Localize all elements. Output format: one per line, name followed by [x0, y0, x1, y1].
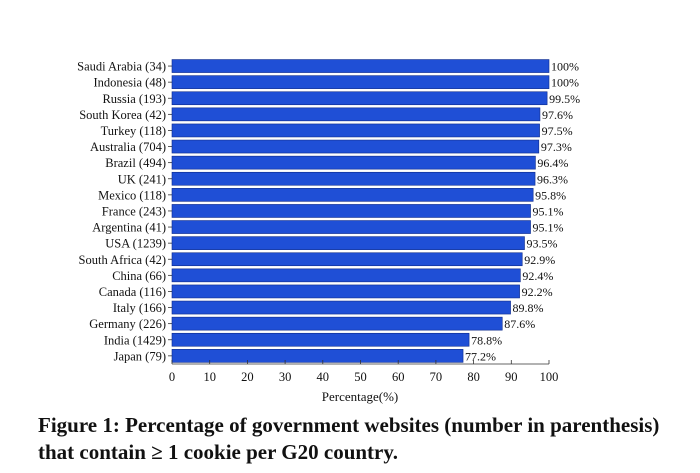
x-tick-label: 100 [540, 370, 559, 384]
x-tick-label: 0 [169, 370, 175, 384]
x-tick-label: 90 [505, 370, 518, 384]
category-label: Japan (79) [114, 349, 166, 363]
data-label: 95.8% [535, 188, 566, 202]
data-label: 100% [551, 76, 579, 90]
bar [171, 123, 540, 138]
bar [171, 91, 548, 106]
data-label: 96.4% [537, 156, 568, 170]
category-label: Canada (116) [99, 285, 166, 299]
x-axis-label: Percentage(%) [322, 389, 399, 404]
x-tick-label: 30 [279, 370, 292, 384]
category-label: Brazil (494) [105, 156, 166, 170]
data-label: 78.8% [471, 333, 502, 347]
data-label: 93.5% [526, 237, 557, 251]
category-label: China (66) [112, 269, 166, 283]
bars: 100% 100% 99.5% 97.6% 97.5% 97.3% 96.4% 96.3% 95… [171, 59, 580, 363]
bar [171, 268, 521, 283]
x-tick-label: 20 [241, 370, 254, 384]
bar [171, 155, 536, 170]
category-label: UK (241) [118, 172, 166, 186]
bar [171, 300, 511, 315]
bar [171, 316, 503, 331]
category-label: Indonesia (48) [93, 76, 166, 90]
x-tick-label: 80 [467, 370, 480, 384]
data-label: 97.6% [542, 108, 573, 122]
x-tick-label: 40 [317, 370, 330, 384]
figure-caption: Figure 1: Percentage of government websi… [38, 413, 660, 464]
category-label: Saudi Arabia (34) [77, 60, 166, 74]
x-tick-label: 70 [430, 370, 443, 384]
category-label: France (243) [102, 204, 166, 218]
data-label: 77.2% [465, 349, 496, 363]
data-label: 92.4% [522, 269, 553, 283]
x-tick-label: 50 [354, 370, 367, 384]
bar [171, 204, 531, 218]
bar-chart: Saudi Arabia (34) Indonesia (48) Russia (1… [77, 59, 580, 404]
bar [171, 171, 536, 186]
bar [171, 188, 534, 202]
data-label: 92.9% [524, 253, 555, 267]
category-label: Germany (226) [89, 317, 166, 331]
data-label: 97.5% [542, 124, 573, 138]
category-label: Mexico (118) [98, 188, 166, 202]
data-label: 95.1% [533, 221, 564, 235]
x-tick-label: 10 [203, 370, 216, 384]
data-label: 87.6% [504, 317, 535, 331]
y-axis: Saudi Arabia (34) Indonesia (48) Russia (1… [77, 60, 172, 363]
bar [171, 139, 540, 154]
bar [171, 59, 550, 73]
bar [171, 284, 520, 299]
bar [171, 349, 464, 363]
category-label: South Korea (42) [79, 108, 166, 122]
bar [171, 252, 523, 267]
category-label: Turkey (118) [101, 124, 166, 138]
x-axis: 0 10 20 30 40 50 60 70 80 90 100 [169, 360, 559, 384]
data-label: 92.2% [522, 285, 553, 299]
category-label: Argentina (41) [92, 221, 166, 235]
category-label: South Africa (42) [79, 253, 166, 267]
category-label: Australia (704) [90, 140, 166, 154]
bar [171, 220, 531, 234]
data-label: 96.3% [537, 172, 568, 186]
data-label: 100% [551, 60, 579, 74]
data-label: 99.5% [549, 92, 580, 106]
category-label: India (1429) [104, 333, 166, 347]
bar [171, 236, 525, 250]
category-label: Russia (193) [102, 92, 166, 106]
category-label: Italy (166) [113, 301, 166, 315]
data-label: 89.8% [513, 301, 544, 315]
x-tick-label: 60 [392, 370, 405, 384]
bar [171, 75, 550, 89]
category-label: USA (1239) [105, 237, 166, 251]
data-label: 97.3% [541, 140, 572, 154]
data-label: 95.1% [533, 204, 564, 218]
bar [171, 332, 470, 347]
bar [171, 107, 541, 122]
